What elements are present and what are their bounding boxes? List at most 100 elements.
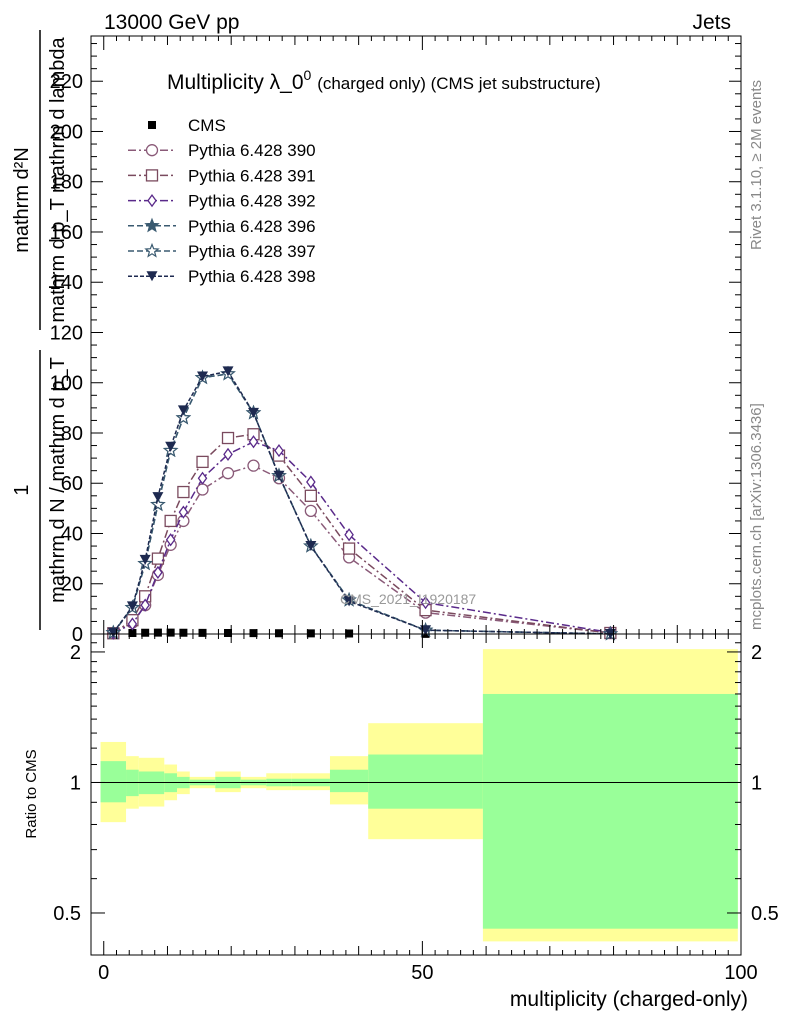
header-left-label: 13000 GeV pp	[104, 11, 239, 34]
data-point	[274, 629, 283, 638]
y-tick-label: 40	[61, 523, 83, 545]
y-tick-label: 220	[50, 71, 83, 93]
ratio-y-tick-label: 0.5	[53, 903, 81, 925]
legend-entry: Pythia 6.428 398	[128, 267, 316, 286]
legend-marker	[145, 144, 159, 157]
data-point	[164, 514, 177, 528]
data-point	[221, 431, 235, 445]
legend-label: Pythia 6.428 397	[188, 242, 316, 261]
data-point	[153, 565, 163, 580]
y-tick-label: 60	[61, 473, 83, 495]
data-point	[304, 504, 318, 518]
data-point	[151, 552, 165, 565]
data-point	[127, 617, 138, 631]
ratio-y-tick-label-right: 2	[751, 642, 762, 664]
data-point	[248, 435, 259, 449]
legend-label: Pythia 6.428 392	[188, 192, 316, 211]
legend-entry: Pythia 6.428 390	[128, 141, 316, 160]
data-point	[179, 628, 188, 637]
y-tick-label: 200	[50, 121, 83, 143]
ratio-y-tick-label-right: 0.5	[751, 903, 779, 925]
data-point	[150, 496, 166, 512]
data-point	[196, 483, 209, 496]
data-point	[153, 628, 162, 637]
legend-entry: Pythia 6.428 397	[128, 242, 316, 261]
legend-marker	[147, 193, 157, 208]
legend-marker	[148, 121, 156, 129]
y-tick-label: 180	[50, 172, 83, 194]
data-point	[166, 628, 175, 637]
data-point	[304, 489, 318, 502]
analysis-watermark: CMS_2021_I1920187	[340, 591, 476, 607]
data-point	[221, 467, 235, 480]
ratio-y-tick-label-right: 1	[751, 772, 762, 794]
y-tick-label: 0	[72, 624, 83, 646]
ratio-green-band	[329, 769, 369, 793]
data-point	[197, 371, 209, 382]
data-point	[247, 459, 260, 472]
legend-entry: Pythia 6.428 392	[128, 192, 316, 211]
ratio-green-band	[100, 761, 127, 803]
x-tick-label: 0	[98, 962, 109, 984]
data-point	[141, 628, 150, 637]
data-point	[139, 554, 151, 565]
series-2	[107, 428, 617, 640]
data-point	[343, 596, 355, 607]
legend-label: CMS	[188, 116, 226, 135]
series-0	[109, 628, 615, 638]
data-point	[248, 407, 259, 418]
data-point	[178, 505, 189, 519]
data-point	[126, 601, 138, 612]
data-point	[128, 628, 137, 637]
main-y-axis-label: 1 mathrm d N / mathrm d p_T mathrm d²N m…	[11, 30, 69, 630]
data-point	[306, 629, 315, 638]
data-point	[196, 455, 209, 469]
y-tick-label: 80	[61, 423, 83, 445]
y-label-prefix-num: 1	[11, 484, 33, 495]
data-point	[165, 441, 177, 452]
legend-marker	[144, 217, 160, 233]
legend-label: Pythia 6.428 391	[188, 166, 316, 185]
ratio-y-axis-label: Ratio to CMS	[23, 749, 40, 838]
ratio-y-tick-label: 2	[70, 642, 81, 664]
data-point	[274, 443, 284, 458]
x-tick-label: 100	[724, 962, 757, 984]
legend-marker	[144, 242, 160, 258]
data-point	[420, 595, 431, 610]
y-label-prefix-den: mathrm d N / mathrm d p_T	[47, 357, 69, 603]
data-point	[175, 409, 192, 425]
rivet-version-label: Rivet 3.1.10, ≥ 2M events	[748, 80, 765, 250]
legend-entry: Pythia 6.428 391	[128, 166, 316, 185]
series-line	[112, 370, 611, 635]
data-point	[177, 405, 189, 416]
y-tick-label: 140	[50, 272, 83, 294]
legend-entry: CMS	[148, 116, 226, 135]
data-point	[273, 470, 285, 481]
plot-title-sup: 0	[304, 67, 312, 83]
ratio-green-band	[482, 693, 738, 929]
y-label-frac-num: mathrm d²N	[11, 147, 33, 253]
plot-subtitle: (charged only) (CMS jet substructure)	[317, 74, 600, 93]
data-point	[165, 533, 176, 547]
data-point	[177, 485, 190, 499]
data-point	[152, 492, 164, 503]
header-right-label: Jets	[692, 11, 731, 34]
ratio-plot-frame	[90, 633, 742, 956]
series-3	[108, 435, 616, 640]
series-line	[112, 440, 611, 634]
data-point	[223, 447, 233, 461]
plot-title-main: Multiplicity λ_0	[167, 71, 304, 94]
data-point	[198, 628, 207, 637]
data-point	[222, 366, 234, 377]
legend-marker	[145, 169, 159, 182]
legend-label: Pythia 6.428 398	[188, 267, 316, 286]
mcplots-label: mcplots.cern.ch [arXiv:1306.3436]	[748, 403, 765, 630]
data-point	[342, 542, 356, 555]
y-tick-label: 160	[50, 222, 83, 244]
data-point	[306, 475, 316, 489]
data-point	[345, 629, 354, 638]
ratio-y-tick-label: 1	[70, 772, 81, 794]
y-tick-label: 100	[50, 373, 83, 395]
data-point	[224, 628, 233, 637]
